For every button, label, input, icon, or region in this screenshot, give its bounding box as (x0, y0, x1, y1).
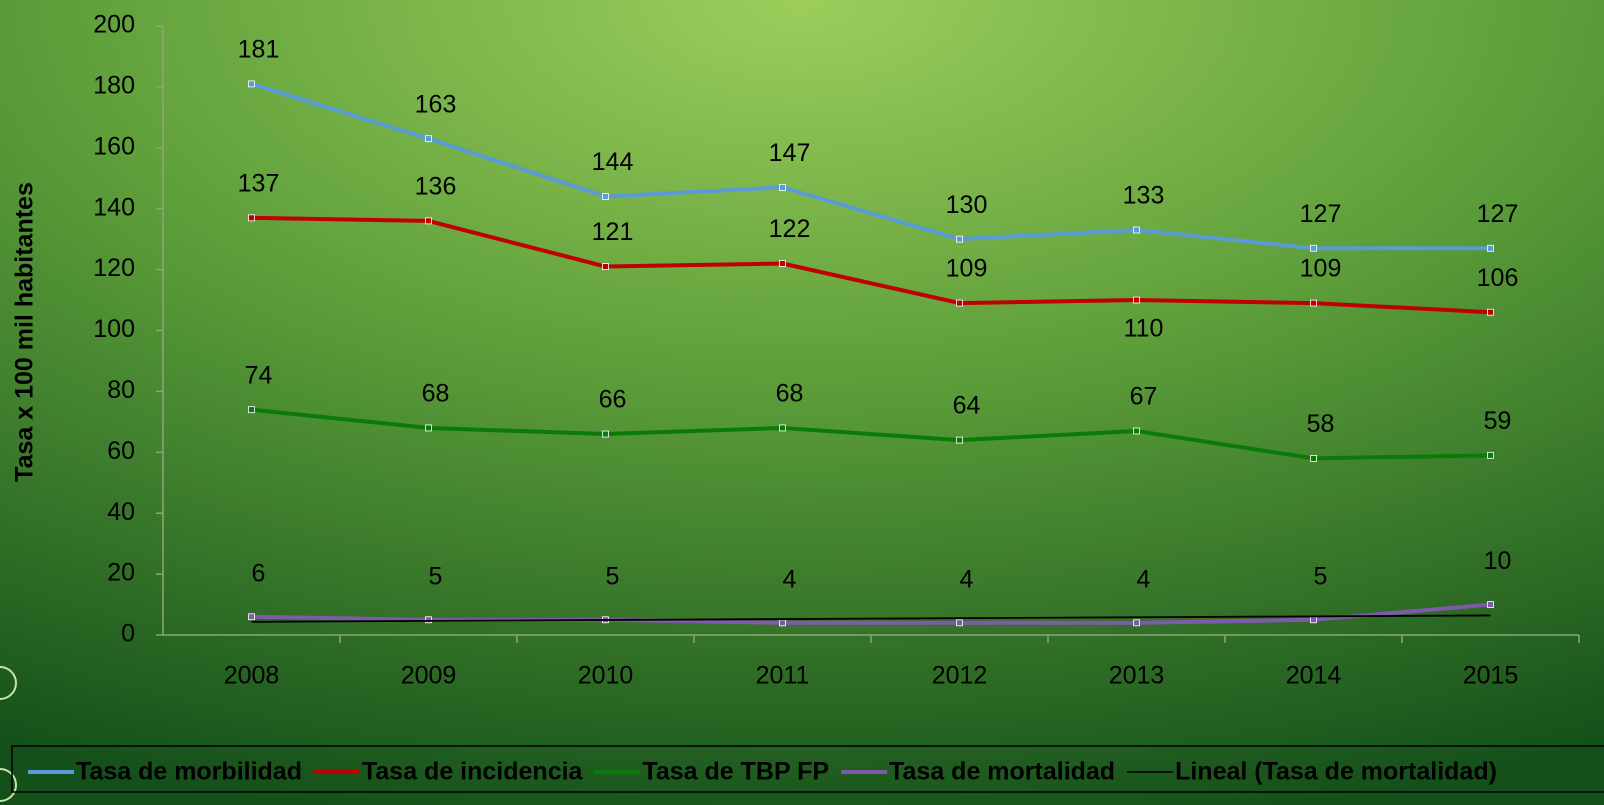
data-label: 130 (946, 191, 988, 219)
data-point (425, 424, 432, 432)
data-point (1133, 296, 1140, 304)
data-point (1310, 244, 1317, 252)
y-tick-label: 200 (93, 11, 135, 39)
data-point (779, 619, 786, 627)
decoration (0, 768, 17, 802)
y-tick-label: 0 (121, 620, 135, 648)
y-tick-label: 20 (107, 559, 135, 587)
data-point (248, 80, 255, 88)
legend-label: Tasa de morbilidad (76, 758, 302, 786)
series-line (251, 602, 1491, 625)
data-label: 109 (946, 255, 988, 283)
data-point (1310, 454, 1317, 462)
data-point (956, 299, 963, 307)
y-tick-label: 120 (93, 254, 135, 282)
series-line (251, 407, 1491, 461)
legend-label: Lineal (Tasa de mortalidad) (1175, 758, 1497, 786)
data-point (779, 424, 786, 432)
data-point (956, 235, 963, 243)
data-label: 4 (960, 565, 974, 593)
data-label: 68 (422, 380, 450, 408)
decoration (0, 666, 17, 700)
data-point (248, 214, 255, 222)
data-point (602, 193, 609, 200)
data-label: 109 (1300, 255, 1342, 283)
data-label: 5 (1314, 562, 1328, 590)
data-point (425, 217, 432, 225)
y-tick-label: 60 (107, 437, 135, 465)
x-tick-label: 2012 (932, 662, 988, 690)
data-label: 4 (1137, 565, 1151, 593)
y-tick-label: 100 (93, 315, 135, 343)
data-label: 181 (238, 35, 280, 63)
legend-label: Tasa de mortalidad (889, 758, 1115, 786)
data-label: 66 (599, 386, 627, 414)
y-tick-label: 40 (107, 498, 135, 526)
data-label: 137 (238, 169, 280, 197)
data-label: 122 (769, 215, 811, 243)
series-line (250, 81, 1491, 251)
data-label: 67 (1130, 383, 1158, 411)
data-point (779, 183, 786, 191)
x-tick-label: 2011 (756, 662, 810, 690)
data-label: 110 (1124, 315, 1164, 343)
data-point (1133, 427, 1140, 435)
data-label: 68 (776, 380, 804, 408)
data-label: 10 (1484, 547, 1512, 575)
data-point (779, 260, 786, 267)
data-label: 5 (606, 562, 620, 590)
data-label: 106 (1477, 264, 1519, 292)
data-label: 147 (769, 139, 811, 167)
data-point (1487, 308, 1494, 316)
legend-box (11, 745, 1604, 793)
data-label: 144 (592, 148, 634, 176)
data-label: 163 (415, 90, 457, 118)
data-point (1310, 299, 1317, 307)
data-point (248, 613, 255, 621)
data-label: 121 (592, 218, 634, 246)
data-label: 4 (783, 565, 797, 593)
legend-label: Tasa de incidencia (362, 758, 584, 786)
data-label: 133 (1123, 182, 1165, 210)
data-label: 127 (1477, 200, 1519, 228)
data-label: 136 (415, 172, 457, 200)
legend-label: Tasa de TBP FP (642, 758, 829, 786)
data-point (425, 616, 432, 624)
data-label: 6 (252, 559, 266, 587)
data-label: 64 (953, 392, 981, 420)
data-label: 5 (429, 562, 443, 590)
data-point (1133, 226, 1140, 234)
y-tick-label: 80 (107, 376, 135, 404)
data-label: 127 (1300, 200, 1342, 228)
data-label: 59 (1484, 407, 1512, 435)
series-line (251, 215, 1491, 315)
x-tick-label: 2010 (578, 662, 634, 690)
data-point (602, 430, 609, 438)
data-label: 74 (245, 361, 273, 389)
y-tick-label: 140 (93, 193, 135, 221)
data-label: 58 (1307, 410, 1335, 438)
data-point (1487, 601, 1494, 608)
data-point (956, 619, 963, 627)
trendline (251, 614, 1491, 623)
data-point (1133, 619, 1140, 627)
y-tick-label: 160 (93, 132, 135, 160)
x-tick-label: 2008 (224, 662, 280, 690)
x-tick-label: 2015 (1463, 662, 1519, 690)
y-tick-label: 180 (93, 72, 135, 100)
data-point (1487, 244, 1494, 252)
x-tick-label: 2013 (1109, 662, 1165, 690)
data-point (1487, 451, 1494, 459)
data-point (602, 263, 609, 270)
data-point (1310, 616, 1317, 624)
y-axis-label: Tasa x 100 mil habitantes (11, 182, 39, 482)
x-tick-label: 2014 (1286, 662, 1342, 690)
data-point (425, 135, 432, 143)
data-point (956, 436, 963, 444)
data-point (248, 406, 255, 414)
x-tick-label: 2009 (401, 662, 457, 690)
